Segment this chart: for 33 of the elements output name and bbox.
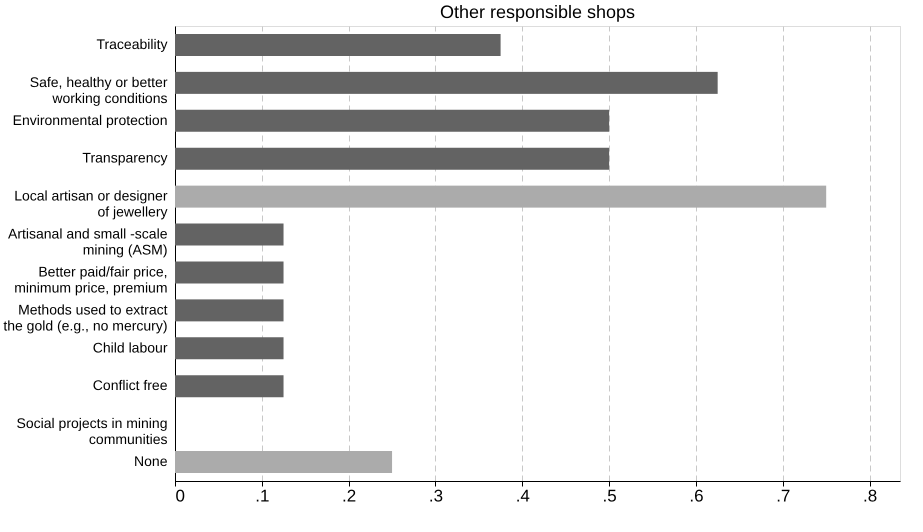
- x-tick-label: .7: [776, 486, 790, 506]
- y-tick-label: Safe, healthy or better working conditions: [30, 74, 168, 106]
- y-tick-label: Conflict free: [92, 377, 168, 394]
- chart-title: Other responsible shops: [440, 2, 636, 22]
- x-tick-label: .4: [516, 486, 530, 506]
- y-tick-label: None: [134, 453, 168, 470]
- x-tick-label: .8: [863, 486, 878, 506]
- y-tick-label: Methods used to extract the gold (e.g., no mercury): [3, 301, 168, 334]
- x-tick-label: .5: [602, 486, 617, 506]
- y-tick-label: Transparency: [82, 150, 168, 166]
- bar: [175, 451, 392, 474]
- y-tick-label: Child labour: [92, 339, 168, 356]
- bar: [175, 110, 610, 132]
- bar: [175, 72, 718, 94]
- bar: [175, 34, 501, 56]
- x-tick-label: 0: [176, 486, 185, 506]
- y-tick-label: Traceability: [96, 36, 168, 52]
- x-tick-label: .1: [255, 486, 270, 506]
- y-tick-label: Social projects in mining communities: [16, 415, 168, 448]
- bar: [175, 375, 284, 398]
- y-tick-label: Artisanal and small -scale mining (ASM): [8, 226, 168, 258]
- y-tick-label: Better paid/fair price, minimum price, premium: [14, 263, 168, 296]
- x-tick-label: .3: [428, 486, 444, 506]
- bar: [175, 261, 284, 284]
- bar: [175, 299, 284, 322]
- y-tick-label: Local artisan or designer of jewellery: [14, 188, 168, 220]
- bar: [175, 186, 826, 208]
- y-tick-label: Environmental protection: [12, 112, 168, 128]
- x-tick-label: .6: [689, 486, 704, 506]
- bar: [175, 148, 610, 170]
- x-tick-label: .2: [342, 486, 356, 506]
- bar: [175, 224, 284, 246]
- bar: [175, 337, 284, 360]
